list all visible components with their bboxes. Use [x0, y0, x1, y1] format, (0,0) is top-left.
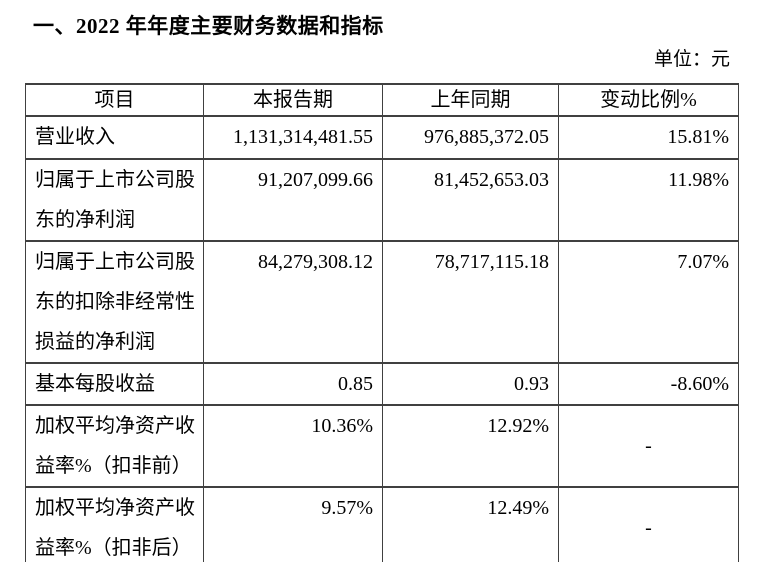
- current-period-value: 9.57%: [203, 486, 383, 562]
- current-period-value: 1,131,314,481.55: [203, 115, 383, 160]
- row-label: 加权平均净资产收益率%（扣非前）: [25, 404, 204, 488]
- row-label: 归属于上市公司股东的净利润: [25, 158, 204, 242]
- column-header-item: 项目: [25, 83, 204, 117]
- unit-label: 单位：元: [653, 49, 730, 70]
- change-ratio-value: 11.98%: [558, 158, 739, 242]
- table-row: 营业收入 1,131,314,481.55 976,885,372.05 15.…: [25, 115, 739, 160]
- prior-period-value: 976,885,372.05: [382, 115, 559, 160]
- table-row: 归属于上市公司股东的扣除非经常性损益的净利润 84,279,308.12 78,…: [25, 240, 739, 364]
- table-header-row: 项目 本报告期 上年同期 变动比例%: [25, 83, 739, 117]
- table-row: 加权平均净资产收益率%（扣非前） 10.36% 12.92% -: [25, 404, 739, 488]
- column-header-prior-period: 上年同期: [382, 83, 559, 117]
- prior-period-value: 78,717,115.18: [382, 240, 559, 364]
- row-label: 归属于上市公司股东的扣除非经常性损益的净利润: [25, 240, 204, 364]
- change-ratio-value: 15.81%: [558, 115, 739, 160]
- row-label: 基本每股收益: [25, 362, 204, 406]
- current-period-value: 91,207,099.66: [203, 158, 383, 242]
- table-row: 基本每股收益 0.85 0.93 -8.60%: [25, 362, 739, 406]
- change-ratio-value: 7.07%: [558, 240, 739, 364]
- column-header-change-ratio: 变动比例%: [558, 83, 739, 117]
- table-row: 加权平均净资产收益率%（扣非后） 9.57% 12.49% -: [25, 486, 739, 562]
- prior-period-value: 81,452,653.03: [382, 158, 559, 242]
- table-row: 归属于上市公司股东的净利润 91,207,099.66 81,452,653.0…: [25, 158, 739, 242]
- row-label: 营业收入: [25, 115, 204, 160]
- column-header-current-period: 本报告期: [203, 83, 383, 117]
- change-ratio-value: -: [558, 486, 739, 562]
- change-ratio-value: -8.60%: [558, 362, 739, 406]
- prior-period-value: 0.93: [382, 362, 559, 406]
- current-period-value: 0.85: [203, 362, 383, 406]
- financial-data-table: 项目 本报告期 上年同期 变动比例% 营业收入 1,131,314,481.55…: [25, 83, 739, 562]
- current-period-value: 10.36%: [203, 404, 383, 488]
- current-period-value: 84,279,308.12: [203, 240, 383, 364]
- prior-period-value: 12.49%: [382, 486, 559, 562]
- page-title: 一、2022 年年度主要财务数据和指标: [33, 14, 384, 38]
- row-label: 加权平均净资产收益率%（扣非后）: [25, 486, 204, 562]
- change-ratio-value: -: [558, 404, 739, 488]
- prior-period-value: 12.92%: [382, 404, 559, 488]
